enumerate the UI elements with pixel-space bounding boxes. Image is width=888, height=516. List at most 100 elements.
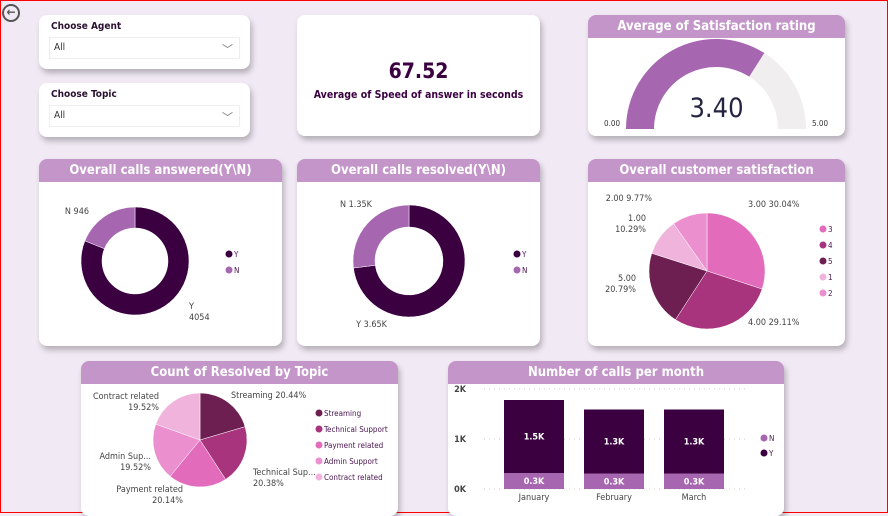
kpi-card: 67.52 Average of Speed of answer in seco… xyxy=(297,15,540,136)
legend-marker xyxy=(315,457,323,465)
calls-per-month-bar: 0K 1K 2K 0.3K 1.5K January 0.3K 1.3K February 0.3… xyxy=(454,385,774,503)
slice-n xyxy=(84,206,136,250)
slice-contract-related xyxy=(155,392,201,441)
data-label: 0.3K xyxy=(524,477,545,487)
data-label: 1.3K xyxy=(604,438,625,448)
x-tick-label: February xyxy=(596,493,632,503)
bar-y xyxy=(584,409,644,474)
legend-label: Y xyxy=(521,250,527,259)
y-tick-label: 2K xyxy=(454,385,467,395)
agent-dropdown[interactable]: All ﹀ xyxy=(49,37,240,59)
slice-technical-support xyxy=(199,426,248,480)
legend-marker xyxy=(513,266,521,274)
chart-title: Count of Resolved by Topic xyxy=(81,361,398,384)
legend-marker xyxy=(819,289,827,297)
dropdown-value: All xyxy=(54,110,66,121)
calls-per-month-card: Number of calls per month 0K 1K 2K 0.3K 1.5K… xyxy=(448,361,784,516)
data-label: 2.00 9.77% xyxy=(606,194,653,204)
data-label: 1.5K xyxy=(524,433,545,443)
legend-label: N xyxy=(234,266,239,275)
legend-marker xyxy=(819,241,827,249)
y-tick-label: 1K xyxy=(454,435,467,445)
chart-title: Overall calls resolved(Y\N) xyxy=(297,159,540,182)
legend-marker xyxy=(513,250,521,258)
chart-title: Overall calls answered(Y\N) xyxy=(39,159,282,182)
data-label: Streaming 20.44% xyxy=(231,391,307,401)
data-label: Y 4054 xyxy=(188,302,210,323)
legend-marker xyxy=(819,225,827,233)
calls-answered-card: Overall calls answered(Y\N) Y 4054 N 946 Y N xyxy=(39,159,282,346)
slice-5 xyxy=(648,252,708,321)
kpi-value: 67.52 xyxy=(388,59,449,83)
slice-2 xyxy=(673,212,708,272)
calls-answered-donut: Y 4054 N 946 YN xyxy=(65,206,239,323)
gauge-max: 5.00 xyxy=(812,119,829,128)
data-label: 1.00 10.29% xyxy=(615,214,646,235)
legend-marker xyxy=(315,441,323,449)
legend-label: N xyxy=(769,434,774,443)
slice-4 xyxy=(675,270,763,330)
legend-label: N xyxy=(522,266,527,275)
legend-marker xyxy=(315,473,323,481)
slice-y xyxy=(80,206,190,316)
data-label: Payment related 20.14% xyxy=(116,485,183,506)
slice-payment-related xyxy=(169,439,226,488)
gauge-chart xyxy=(626,38,806,129)
x-tick-label: March xyxy=(682,493,707,503)
satisfaction-pie: 3.00 30.04% 4.00 29.11% 5.00 20.79% 1.00 10.2… xyxy=(605,194,833,330)
legend-marker xyxy=(315,425,323,433)
data-label: Admin Sup... 19.52% xyxy=(100,452,152,473)
legend-label: 4 xyxy=(828,241,833,250)
legend-marker xyxy=(315,409,323,417)
topic-dropdown[interactable]: All ﹀ xyxy=(49,105,240,127)
data-label: 1.3K xyxy=(684,438,705,448)
y-tick-label: 0K xyxy=(454,485,467,495)
calls-resolved-donut: Y 3.65K N 1.35K YN xyxy=(340,200,527,330)
slice-n xyxy=(352,204,410,269)
chevron-down-icon: ﹀ xyxy=(222,111,233,124)
topic-slicer: Choose Topic All ﹀ xyxy=(39,83,250,137)
chart-title: Overall customer satisfaction xyxy=(588,159,845,182)
data-label: 5.00 20.79% xyxy=(605,274,636,295)
legend-label: Contract related xyxy=(324,473,383,482)
legend-label: Admin Support xyxy=(324,457,378,466)
gauge-card: Average of Satisfaction rating 3.40 0.00… xyxy=(588,15,845,136)
legend-marker xyxy=(225,250,233,258)
legend-label: Streaming xyxy=(324,409,361,418)
customer-satisfaction-card: Overall customer satisfaction 3.00 30.04… xyxy=(588,159,845,346)
topic-pie: Streaming 20.44% Technical Sup... 20.38% Pa… xyxy=(93,391,388,506)
legend-marker xyxy=(760,434,768,442)
back-button[interactable]: ← xyxy=(2,4,20,22)
agent-slicer: Choose Agent All ﹀ xyxy=(39,15,250,69)
data-label: N 1.35K xyxy=(340,200,373,210)
chevron-down-icon: ﹀ xyxy=(222,43,233,56)
legend-label: Y xyxy=(233,250,239,259)
data-label: 3.00 30.04% xyxy=(748,200,800,210)
data-label: N 946 xyxy=(65,207,89,217)
legend-label: Payment related xyxy=(324,441,383,450)
legend-marker xyxy=(819,273,827,281)
legend-label: Technical Support xyxy=(323,425,388,434)
slice-admin-support xyxy=(152,423,201,477)
bar-y xyxy=(664,409,724,474)
gauge-title: Average of Satisfaction rating xyxy=(588,15,845,38)
slice-y xyxy=(353,204,466,318)
slice-3 xyxy=(706,212,766,290)
data-label: Technical Sup... 20.38% xyxy=(252,468,316,489)
data-label: Contract related 19.52% xyxy=(93,392,159,413)
slicer-label: Choose Topic xyxy=(51,89,117,100)
resolved-by-topic-card: Count of Resolved by Topic Streaming 20.… xyxy=(81,361,398,516)
slicer-label: Choose Agent xyxy=(51,21,122,32)
arrow-left-circle-icon: ← xyxy=(6,5,16,19)
bar-n xyxy=(504,473,564,489)
data-label: 0.3K xyxy=(604,477,625,487)
kpi-label: Average of Speed of answer in seconds xyxy=(313,89,524,101)
legend-label: 1 xyxy=(828,273,833,282)
bar-y xyxy=(504,400,564,473)
legend-label: 2 xyxy=(828,289,833,298)
data-label: Y 3.65K xyxy=(355,320,388,330)
legend-marker xyxy=(225,266,233,274)
data-label: 0.3K xyxy=(684,477,705,487)
bar-n xyxy=(664,473,724,489)
x-tick-label: January xyxy=(518,493,550,503)
